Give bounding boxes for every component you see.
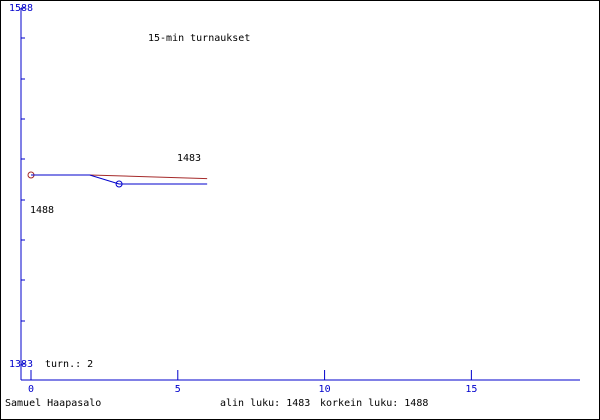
annotation: 1488 (30, 205, 54, 216)
footer-text: Samuel Haapasalo (5, 398, 101, 409)
y-axis-decor (21, 37, 25, 322)
footer-text: korkein luku: 1488 (320, 398, 428, 409)
footer-text: alin luku: 1483 (220, 398, 310, 409)
y-tick-label: 1588 (9, 3, 33, 14)
x-tick-label: 5 (175, 384, 181, 395)
x-tick-label: 0 (28, 384, 34, 395)
x-tick-label: 15 (465, 384, 477, 395)
point-marker (115, 180, 123, 188)
annotation: turn.: 2 (45, 359, 93, 370)
annotation: 1483 (177, 153, 201, 164)
y-tick-label: 1383 (9, 359, 33, 370)
x-tick-label: 10 (319, 384, 331, 395)
series-line (31, 174, 208, 185)
chart-title: 15-min turnaukset (148, 33, 250, 44)
